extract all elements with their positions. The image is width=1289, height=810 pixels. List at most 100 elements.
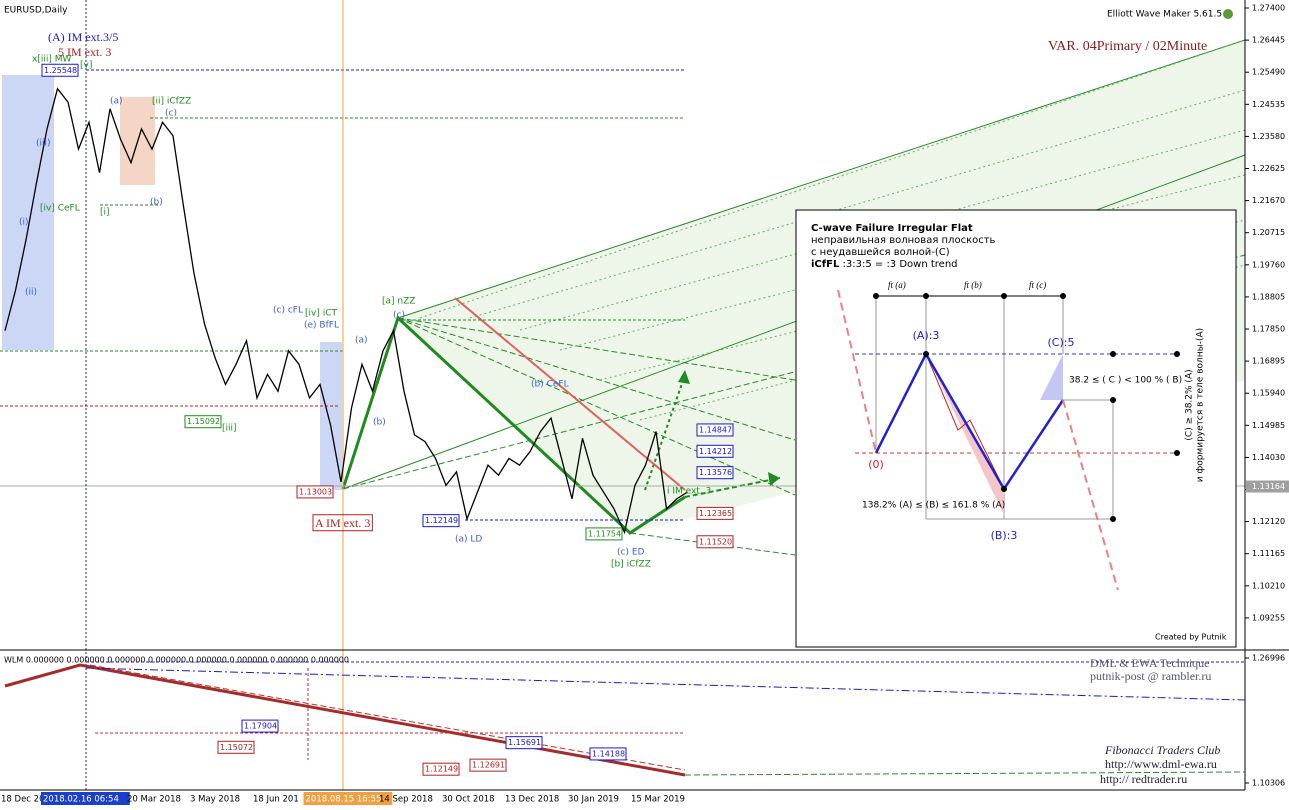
x-tick-label: 14 Sep 2018 [379,795,433,805]
y-tick-label: 1.27400 [1252,4,1285,13]
y-tick-label: 1.26445 [1252,36,1285,45]
ft-label: ft (b) [964,280,982,290]
wave-label: (c) ED [617,548,645,558]
trend-line [454,297,686,491]
x-tick-box [303,792,393,805]
wave-line [341,315,686,535]
level-box [505,736,543,750]
y-tick-label: 1.12120 [1252,517,1285,526]
wave-label: (a) [110,97,123,107]
variant: VAR. 04Primary / 02Minute [1048,39,1207,54]
rule: (C) ≥ 38.2% (A) [1185,369,1195,440]
wave-label: [iii] [222,424,237,434]
price-line [4,87,688,535]
level-label: 1.13003 [299,487,332,496]
inset-text: неправильная волновая плоскость [811,235,996,246]
arrow [678,370,690,384]
x-tick-label: 3 May 2018 [190,795,240,805]
wave-label: (A):3 [913,329,940,342]
level-label: 1.11754 [588,529,621,538]
y-tick-label: 1.20715 [1252,228,1285,237]
current-price-box [1246,480,1289,493]
level-label: 1.12149 [425,765,458,774]
wave-label: (b) [150,198,163,208]
indicator-name: Elliott Wave Maker 5.61.5 [1107,10,1222,20]
inset-text: с неудавшейся волной-(C) [811,247,950,258]
sub-lines [4,661,1246,777]
level-label: 1.15072 [220,743,253,752]
y-tick-label: 1.18805 [1252,292,1285,301]
level-label: 1.14212 [699,447,732,456]
y-tick-label: 1.10210 [1252,581,1285,590]
level-box [296,485,334,499]
level-box [585,527,623,541]
wave-label: (a) LD [455,535,482,545]
level-box [41,63,79,77]
level-label: 1.15092 [187,417,220,426]
projection [684,477,781,498]
x-tick-label: 18 Dec 20 [1,795,44,805]
rule: 138.2% (A) ≤ (B) ≤ 161.8 % (A) [862,501,1005,511]
inset-code: iCfFL [811,259,840,270]
level-label: 1.12691 [472,761,505,770]
y-tick-label: 1.19760 [1252,260,1285,269]
inset-credit: Created by Putnik [1155,633,1227,642]
wave-label: (e) BfFL [304,321,339,331]
level-label: 1.12365 [699,509,732,518]
x-tick-label: 30 Jan 2019 [568,795,619,805]
wave-label: i IM ext. 3 [667,487,711,497]
wave-label: (0) [868,458,884,471]
level-box [422,514,460,528]
wave-label: (c) [393,311,405,321]
level-box [696,535,734,549]
level-label: 1.17904 [244,722,277,731]
logo [1223,9,1233,19]
level-label: 1.11520 [699,537,732,546]
wave-label: A IM ext. 3 [315,516,370,530]
level-box [241,719,279,733]
x-tick-label: 2018.08.15 16:55 [306,795,382,805]
wave-label-box [312,514,373,532]
ft-label: ft (a) [888,280,906,290]
x-tick-label: 20 Mar 2018 [127,795,181,805]
wave-label: 5 IM ext. 3 [58,45,111,59]
wave-label: [v] [80,61,92,71]
level-box [184,415,222,429]
wave-label: (b) CeFL [531,380,569,390]
projection [644,374,686,491]
y-tick-label: 1.26996 [1252,653,1285,662]
ft-label: ft (c) [1029,280,1046,290]
level-box [696,466,734,480]
wave-label: [ii] iCfZZ [152,97,191,107]
wave-label: (C):5 [1048,336,1075,349]
wave-label: [iv] iCT [305,309,337,319]
wave-label: (ii) [25,288,37,298]
y-tick-label: 1.10306 [1252,778,1285,787]
x-tick-label: 18 Jun 201 [253,795,299,805]
wave-label: (a) [355,336,368,346]
wave-label: (c) cFL [273,306,303,316]
level-box [422,762,460,776]
wave-label: [i] [100,208,110,218]
y-tick-label: 1.11165 [1252,549,1285,558]
credit: DML & EWA Technique [1090,656,1209,670]
inset: C-wave Failure Irregular Flat неправильн… [795,209,1237,648]
x-tick-label: 2018.02.16 06:54 [43,795,119,805]
x-tick-label: 15 Mar 2019 [631,795,685,805]
y-tick-label: 1.25490 [1252,68,1285,77]
zone [2,75,54,350]
level-label: 1.12149 [425,516,458,525]
level-label: 1.13576 [699,468,732,477]
level-box [469,758,507,772]
wave-label: x[iii] MW [32,55,71,65]
wave-label: [iv] CeFL [40,204,80,214]
y-tick-label: 1.23580 [1252,132,1285,141]
wave-label: (A) IM ext.3/5 [48,30,118,44]
level-label: 1.14188 [592,749,625,758]
wave-label: (iii) [36,139,51,149]
y-tick-label: 1.24535 [1252,100,1285,109]
level-box [217,740,255,754]
wave-label: (B):3 [991,529,1018,542]
y-tick-label: 1.21670 [1252,196,1285,205]
